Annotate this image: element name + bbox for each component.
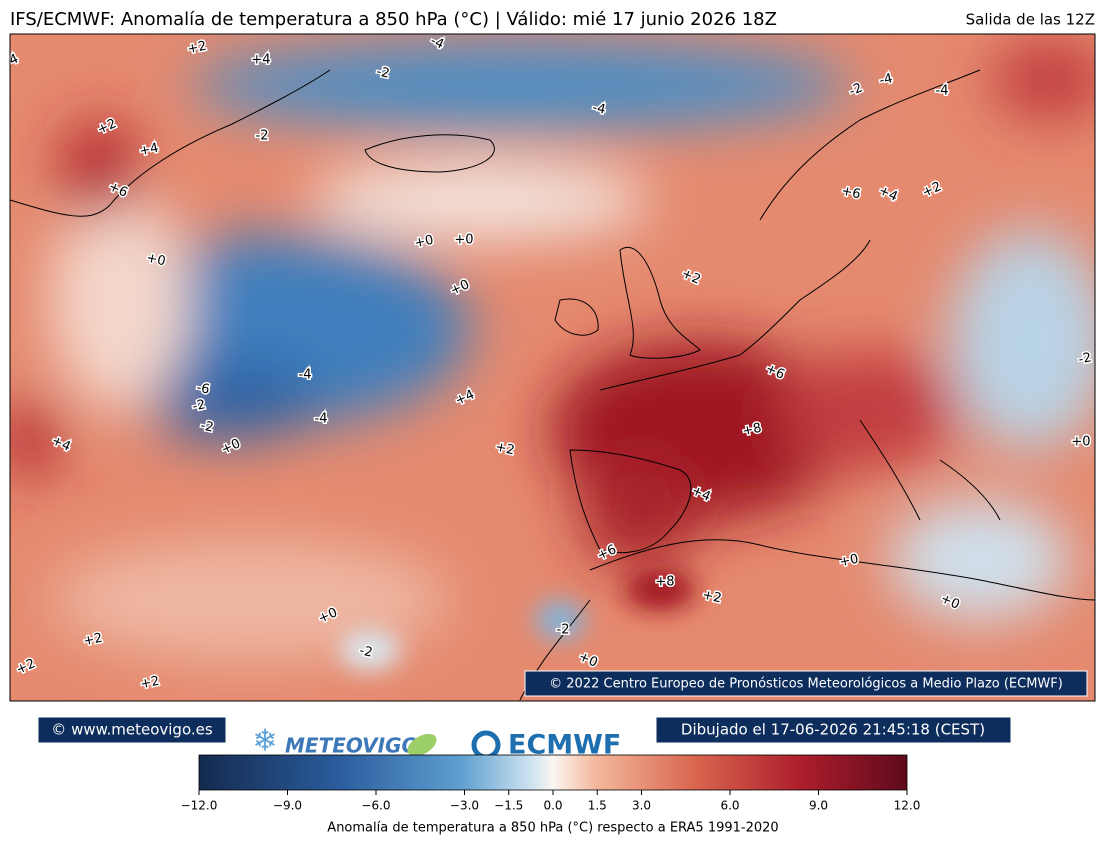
contour-label: -4 xyxy=(878,71,894,88)
colorbar xyxy=(198,754,908,791)
contour-label: +4 xyxy=(138,141,160,160)
contour-label: -4 xyxy=(591,100,607,117)
contour-label: +2 xyxy=(701,588,723,607)
contour-label: +4 xyxy=(251,53,270,68)
colorbar-tick-label: 12.0 xyxy=(894,799,921,813)
contour-label: -4 xyxy=(315,412,328,427)
contour-label: +2 xyxy=(494,440,516,459)
contour-label: +2 xyxy=(82,631,104,650)
colorbar-tick-label: 3.0 xyxy=(632,799,651,813)
contour-label: -2 xyxy=(358,643,374,660)
drawn-label: Dibujado el 17-06-2026 21:45:18 (CEST) xyxy=(681,721,985,739)
coastlines xyxy=(10,69,1095,701)
contour-label: +0 xyxy=(145,251,167,270)
contour-label: +0 xyxy=(838,552,860,571)
colorbar-tick-label: 9.0 xyxy=(809,799,828,813)
colorbar-tick-label: −9.0 xyxy=(273,799,302,813)
contour-label: -2 xyxy=(1077,350,1093,367)
title: IFS/ECMWF: Anomalía de temperatura a 850… xyxy=(10,9,777,30)
contour-label: +6 xyxy=(840,184,862,203)
colorbar-tick-label: 1.5 xyxy=(588,799,607,813)
contour-label: -4 xyxy=(936,84,949,99)
run-label: Salida de las 12Z xyxy=(966,11,1095,29)
contour-label: -2 xyxy=(199,418,215,435)
colorbar-tick-label: −6.0 xyxy=(361,799,390,813)
svg-text:❄: ❄ xyxy=(252,724,277,759)
contour-label: -6 xyxy=(195,380,211,397)
contour-label: -4 xyxy=(299,368,312,383)
contour-label: -2 xyxy=(557,623,570,638)
contour-label: +2 xyxy=(920,179,944,201)
contour-label: +8 xyxy=(655,575,674,590)
colorbar-tick-label: −1.5 xyxy=(494,799,523,813)
contour-label: -2 xyxy=(256,129,269,144)
colorbar-label: Anomalía de temperatura a 850 hPa (°C) r… xyxy=(327,821,778,836)
site-label: © www.meteovigo.es xyxy=(51,721,213,739)
contour-label: +8 xyxy=(741,421,763,440)
colorbar-tick-label: −3.0 xyxy=(450,799,479,813)
contour-label: +0 xyxy=(413,233,435,252)
contour-label: +0 xyxy=(454,233,473,248)
colorbar-tick-label: 0.0 xyxy=(543,799,562,813)
contour-label: -2 xyxy=(375,64,391,81)
contour-label: +2 xyxy=(139,674,161,693)
contour-label: +2 xyxy=(186,39,208,58)
colorbar-tick-label: 6.0 xyxy=(720,799,739,813)
contour-label: -2 xyxy=(191,397,207,414)
map: 4+2+4-2-4+2+4-2-4+6-2-4-4+6 +4 +2+0 +0+0+2+… xyxy=(10,34,1095,701)
logo-meteovigo: METEOVIGO xyxy=(285,734,419,758)
copyright: © 2022 Centro Europeo de Pronósticos Met… xyxy=(549,677,1063,692)
colorbar-tick-label: −12.0 xyxy=(181,799,218,813)
contour-label: +0 xyxy=(1071,435,1090,450)
